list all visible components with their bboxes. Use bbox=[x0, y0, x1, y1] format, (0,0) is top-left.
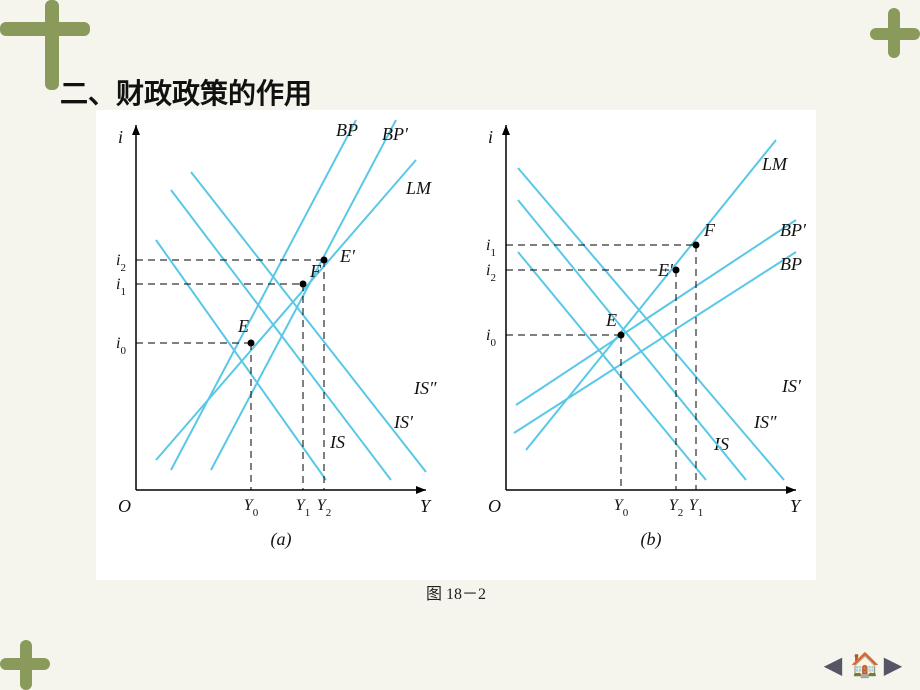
svg-text:E′: E′ bbox=[339, 246, 356, 266]
figure-number: 图 18－2 bbox=[96, 580, 816, 604]
svg-text:i: i bbox=[488, 127, 493, 147]
figure-svg: iYOBPBP′LMISIS′IS″EFE′i0i1i2Y0Y1Y2(a)iYO… bbox=[96, 110, 816, 580]
svg-text:i2: i2 bbox=[486, 262, 496, 284]
svg-text:i0: i0 bbox=[486, 327, 496, 349]
svg-text:O: O bbox=[488, 496, 501, 516]
svg-text:i1: i1 bbox=[486, 237, 496, 259]
decor-top-right bbox=[860, 8, 920, 68]
page-title: 二、财政政策的作用 bbox=[60, 72, 312, 112]
svg-text:Y2: Y2 bbox=[669, 497, 683, 519]
nav-controls: ◀ 🏠 ▶ bbox=[820, 651, 906, 680]
svg-text:IS: IS bbox=[329, 432, 345, 452]
svg-text:IS″: IS″ bbox=[753, 412, 777, 432]
svg-text:i: i bbox=[118, 127, 123, 147]
svg-text:Y2: Y2 bbox=[317, 497, 331, 519]
decor-bottom-left bbox=[0, 630, 60, 690]
svg-text:F: F bbox=[309, 261, 322, 281]
svg-text:BP: BP bbox=[780, 254, 802, 274]
svg-text:LM: LM bbox=[761, 154, 788, 174]
svg-text:(b): (b) bbox=[641, 529, 662, 550]
svg-text:BP′: BP′ bbox=[382, 124, 409, 144]
svg-text:i0: i0 bbox=[116, 335, 126, 357]
svg-text:Y: Y bbox=[790, 496, 802, 516]
figure-container: iYOBPBP′LMISIS′IS″EFE′i0i1i2Y0Y1Y2(a)iYO… bbox=[96, 110, 816, 580]
nav-prev-icon[interactable]: ◀ bbox=[820, 651, 846, 680]
svg-text:E′: E′ bbox=[657, 260, 674, 280]
svg-text:Y: Y bbox=[420, 496, 432, 516]
svg-text:IS′: IS′ bbox=[781, 376, 802, 396]
nav-home-icon[interactable]: 🏠 bbox=[850, 651, 876, 680]
svg-text:E: E bbox=[605, 310, 617, 330]
svg-text:(a): (a) bbox=[271, 529, 292, 550]
svg-text:F: F bbox=[703, 220, 716, 240]
svg-text:i2: i2 bbox=[116, 252, 126, 274]
svg-text:Y1: Y1 bbox=[689, 497, 703, 519]
svg-text:BP′: BP′ bbox=[780, 220, 807, 240]
svg-text:i1: i1 bbox=[116, 276, 126, 298]
svg-text:E: E bbox=[237, 316, 249, 336]
svg-text:IS′: IS′ bbox=[393, 412, 414, 432]
nav-next-icon[interactable]: ▶ bbox=[880, 651, 906, 680]
svg-text:O: O bbox=[118, 496, 131, 516]
svg-text:LM: LM bbox=[405, 178, 432, 198]
svg-text:Y1: Y1 bbox=[296, 497, 310, 519]
svg-text:Y0: Y0 bbox=[244, 497, 259, 519]
svg-text:Y0: Y0 bbox=[614, 497, 629, 519]
svg-text:BP: BP bbox=[336, 120, 358, 140]
svg-text:IS″: IS″ bbox=[413, 378, 437, 398]
